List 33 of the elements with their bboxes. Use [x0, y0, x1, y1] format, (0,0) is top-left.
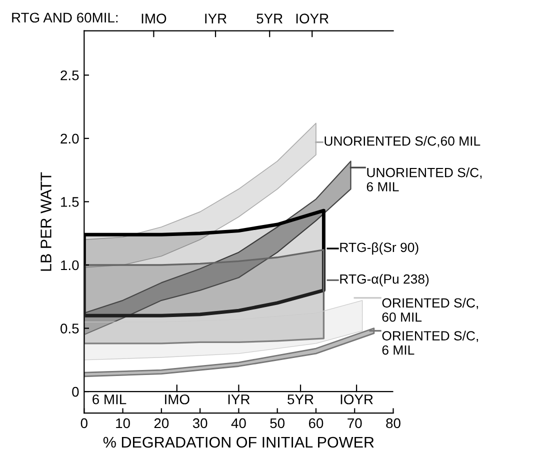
annotation: 6 MIL: [92, 394, 126, 404]
legend-label: RTG-α(Pu 238): [340, 274, 429, 286]
y-tick-label: 1.0: [61, 260, 79, 270]
text: 5YR: [256, 14, 282, 24]
annotation: IMO: [165, 394, 190, 404]
legend-label: UNORIENTED S/C,60 MIL: [324, 136, 480, 148]
legend-label: ORIENTED S/C, 60 MIL: [382, 298, 478, 322]
x-tick-label: 0: [80, 418, 88, 428]
x-tick-label: 10: [116, 418, 130, 428]
x-axis-title: % DEGRADATION OF INITIAL POWER: [103, 436, 374, 448]
legend-label: ORIENTED S/C, 6 MIL: [382, 330, 478, 355]
x-tick-label: 80: [386, 418, 400, 428]
text: IMO: [142, 14, 166, 24]
y-tick-label: 1.5: [61, 197, 79, 207]
text: IOYR: [296, 14, 328, 24]
text: RTG AND 60MIL:: [12, 12, 118, 23]
annotation: IOYR: [340, 394, 373, 404]
x-tick-label: 60: [308, 418, 324, 428]
y-tick-label: 2.0: [60, 134, 79, 144]
x-tick-label: 40: [231, 418, 246, 428]
annotation: 5YR: [288, 394, 314, 404]
legend-label: RTG-β(Sr 90): [340, 242, 418, 255]
y-tick-label: 0.5: [60, 324, 79, 334]
x-tick-label: 20: [154, 418, 169, 428]
annotation: IYR: [228, 394, 250, 404]
y-tick-label: 2.5: [60, 70, 79, 80]
x-tick-label: 50: [270, 418, 285, 428]
x-tick-label: 30: [192, 418, 208, 428]
text: IYR: [205, 14, 226, 24]
y-tick-label: 0: [72, 386, 79, 397]
legend-label: UNORIENTED S/C, 6 MIL: [366, 168, 482, 192]
x-tick-label: 70: [348, 418, 362, 428]
y-axis-title: LB PER WATT: [40, 172, 52, 271]
